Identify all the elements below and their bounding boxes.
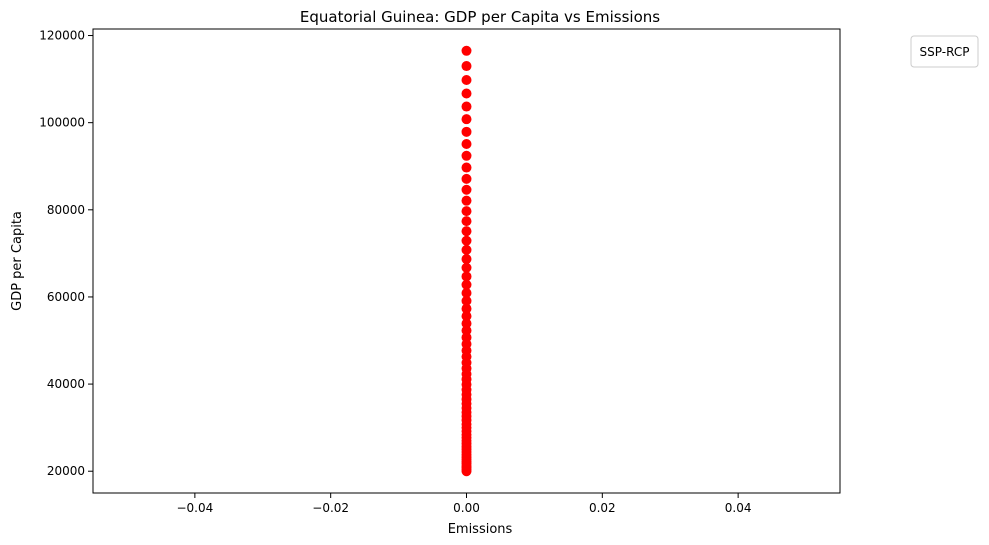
data-point [461,288,472,299]
data-point [461,325,472,336]
data-point [461,262,472,273]
x-tick-label: −0.02 [312,501,349,515]
y-tick-label: 40000 [47,377,85,391]
data-point [461,45,472,56]
data-point [461,311,472,322]
data-point [461,226,472,237]
data-point [461,332,472,343]
legend-box [910,35,979,68]
data-point [461,279,472,290]
data-point [461,162,472,173]
data-point [461,216,472,227]
chart-title: Equatorial Guinea: GDP per Capita vs Emi… [300,8,660,26]
data-point [461,254,472,265]
data-point [461,61,472,72]
data-point [461,88,472,99]
x-tick-label: 0.02 [589,501,616,515]
data-point [461,139,472,150]
y-axis-label: GDP per Capita [10,211,25,311]
data-point [461,295,472,306]
data-point [461,150,472,161]
x-tick-label: 0.04 [725,501,752,515]
x-axis-label: Emissions [448,522,513,537]
y-tick-label: 80000 [47,203,85,217]
data-point [461,195,472,206]
data-point [461,206,472,217]
y-tick-label: 20000 [47,464,85,478]
data-point [461,271,472,282]
x-tick-label: −0.04 [176,501,213,515]
y-tick-label: 120000 [39,29,85,43]
y-tick-label: 60000 [47,290,85,304]
data-point [461,235,472,246]
data-point [461,126,472,137]
data-point [461,101,472,112]
data-point [461,318,472,329]
data-point [461,74,472,85]
data-points [461,45,472,477]
data-point [461,114,472,125]
data-point [461,184,472,195]
y-tick-label: 100000 [39,116,85,130]
x-tick-label: 0.00 [453,501,480,515]
data-point [461,303,472,314]
x-axis-ticks: −0.04 −0.02 0.00 0.02 0.04 [176,493,751,515]
data-point [461,244,472,255]
data-point [461,173,472,184]
y-axis-ticks: 20000 40000 60000 80000 100000 120000 [39,29,93,478]
legend: SSP-RCP [910,35,979,68]
legend-title: SSP-RCP [920,45,970,59]
